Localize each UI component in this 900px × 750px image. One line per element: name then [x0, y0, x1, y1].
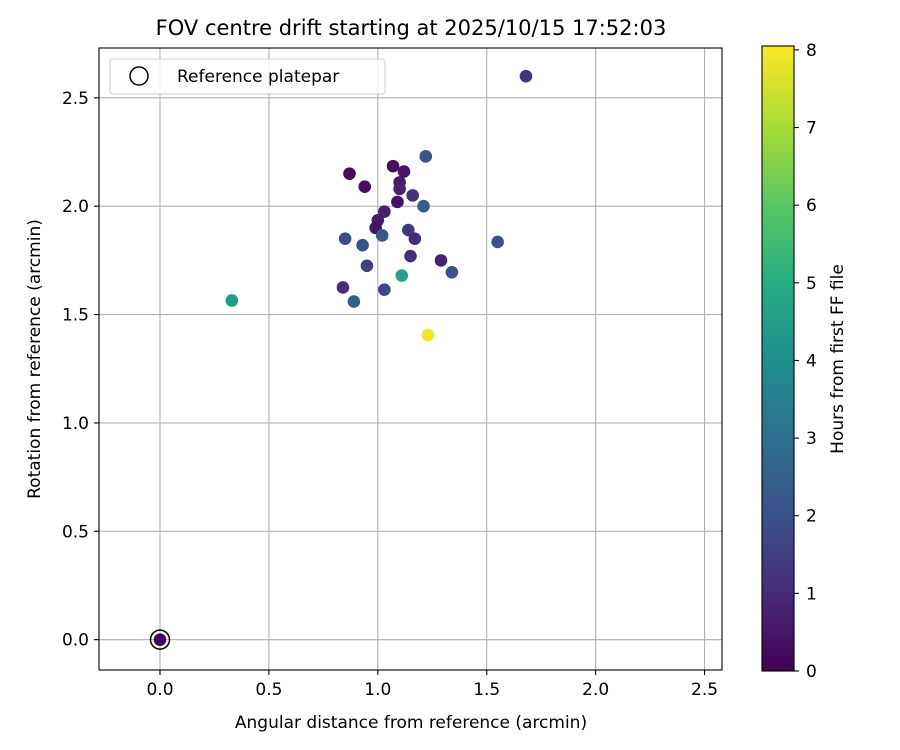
data-point [153, 633, 167, 646]
colorbar: 0 1 2 3 4 5 6 7 8 [761, 41, 817, 682]
legend: Reference platepar [109, 58, 386, 95]
colorbar-tick-label: 3 [806, 429, 817, 449]
data-point [397, 165, 411, 178]
data-point [404, 249, 417, 263]
x-axis-label: Angular distance from reference (arcmin) [235, 713, 587, 733]
data-point [391, 195, 404, 209]
data-point [356, 238, 369, 252]
y-tick-label: 2.5 [62, 89, 89, 109]
legend-marker [129, 66, 149, 86]
data-point [408, 232, 422, 246]
y-axis-label: Rotation from reference (arcmin) [25, 219, 45, 499]
data-point [375, 229, 389, 242]
x-tick-label: 1.0 [364, 680, 391, 700]
colorbar-tick-label: 6 [806, 196, 817, 216]
colorbar-gradient [761, 45, 795, 672]
colorbar-tick-label: 8 [806, 41, 817, 61]
data-point [358, 180, 372, 194]
y-tick-label: 1.5 [62, 306, 89, 326]
reference-point-marker [149, 629, 171, 650]
data-point [406, 189, 419, 202]
colorbar-tick-label: 7 [806, 119, 817, 139]
data-point [395, 269, 409, 282]
axes: 0.0 0.5 1.0 1.5 2.0 2.5 0.0 0.5 1.0 1.5 2.0 2.5 [62, 47, 723, 700]
colorbar-tick-label: 0 [806, 662, 817, 682]
data-point [445, 266, 459, 279]
x-tick-label: 0.5 [255, 680, 282, 700]
data-point [343, 167, 356, 181]
y-tick-label: 2.0 [62, 197, 89, 217]
x-tick-label: 2.0 [582, 680, 609, 700]
data-point [417, 199, 430, 213]
data-point [338, 232, 352, 246]
x-tick-label: 1.5 [473, 680, 500, 700]
data-point [519, 69, 533, 83]
data-point [491, 235, 504, 249]
data-point [225, 294, 239, 307]
data-point [360, 259, 374, 273]
x-tick-label: 0.0 [146, 680, 173, 700]
y-tick-label: 1.0 [62, 414, 89, 434]
data-point [419, 150, 433, 163]
legend-label: Reference platepar [177, 67, 339, 87]
data-point [347, 295, 361, 308]
x-tick-label: 2.5 [691, 680, 718, 700]
data-point [386, 159, 400, 173]
colorbar-tick-label: 5 [806, 274, 817, 294]
grid [99, 48, 722, 670]
data-point [378, 283, 391, 296]
y-tick-label: 0.0 [62, 631, 89, 651]
colorbar-tick-label: 2 [806, 507, 817, 527]
data-point [378, 205, 391, 218]
plot-frame [98, 47, 723, 671]
data-point [421, 328, 435, 342]
colorbar-tick-label: 1 [806, 584, 817, 604]
data-point [393, 182, 406, 196]
data-point [434, 254, 448, 267]
data-point [402, 223, 415, 237]
chart-title: FOV centre drift starting at 2025/10/15 … [156, 16, 667, 40]
legend-box [109, 58, 386, 95]
y-tick-label: 0.5 [62, 522, 89, 542]
data-points [149, 69, 533, 650]
colorbar-label: Hours from first FF file [828, 264, 848, 454]
colorbar-tick-label: 4 [806, 351, 817, 371]
data-point [336, 281, 350, 294]
